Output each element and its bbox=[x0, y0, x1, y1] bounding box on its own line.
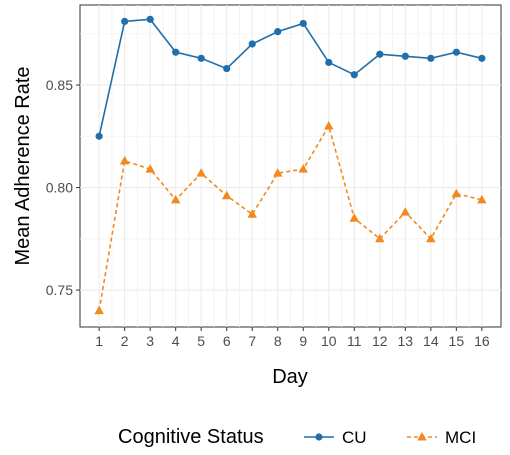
data-point-mci bbox=[221, 190, 232, 200]
x-tick-label: 13 bbox=[398, 333, 414, 349]
data-point-cu bbox=[325, 58, 333, 67]
data-point-cu bbox=[478, 54, 486, 62]
series-mci bbox=[94, 121, 487, 315]
data-point-mci bbox=[298, 164, 309, 173]
legend-title: Cognitive Status bbox=[118, 426, 264, 448]
legend-item-cu: CU bbox=[304, 428, 367, 447]
data-point-mci bbox=[247, 209, 257, 218]
series-layer bbox=[94, 15, 487, 315]
x-tick-label: 16 bbox=[474, 333, 490, 349]
x-axis: 1 2 3 4 5 6 7 8 9 10 11 12 13 14 15 16 bbox=[95, 327, 490, 349]
x-tick-label: 11 bbox=[347, 333, 362, 349]
y-axis: 0.75 0.80 0.85 bbox=[46, 77, 80, 298]
x-tick-label: 7 bbox=[248, 333, 256, 349]
x-tick-label: 8 bbox=[274, 333, 282, 349]
x-tick-label: 10 bbox=[321, 333, 337, 349]
data-point-cu bbox=[274, 28, 282, 36]
data-point-mci bbox=[324, 121, 334, 130]
x-tick-label: 14 bbox=[423, 333, 439, 349]
x-tick-label: 1 bbox=[95, 333, 103, 349]
data-point-mci bbox=[400, 207, 411, 216]
data-point-mci bbox=[119, 155, 130, 165]
x-tick-label: 3 bbox=[146, 333, 154, 349]
x-tick-label: 5 bbox=[197, 333, 205, 349]
data-point-mci bbox=[196, 168, 206, 177]
minor-gridlines bbox=[80, 5, 501, 327]
data-point-mci bbox=[451, 188, 462, 198]
data-point-cu bbox=[172, 48, 180, 56]
data-point-mci bbox=[426, 233, 436, 243]
data-point-cu bbox=[376, 50, 384, 58]
data-point-mci bbox=[94, 305, 104, 315]
legend: Cognitive Status CU MCI bbox=[118, 426, 476, 448]
data-point-cu bbox=[401, 52, 409, 60]
legend-key-marker bbox=[417, 432, 427, 441]
series-line-mci bbox=[98, 123, 483, 311]
data-point-cu bbox=[121, 17, 129, 26]
legend-label-mci: MCI bbox=[445, 428, 476, 447]
data-point-mci bbox=[145, 164, 155, 173]
legend-label-cu: CU bbox=[342, 428, 367, 447]
x-tick-label: 4 bbox=[172, 333, 180, 349]
data-point-cu bbox=[223, 64, 231, 73]
y-tick-label: 0.75 bbox=[46, 282, 73, 298]
data-point-cu bbox=[350, 71, 358, 79]
major-gridlines bbox=[80, 5, 501, 327]
data-point-cu bbox=[427, 54, 435, 62]
x-axis-title: Day bbox=[272, 366, 308, 388]
data-point-mci bbox=[272, 168, 283, 177]
x-tick-label: 15 bbox=[449, 333, 465, 349]
data-point-mci bbox=[375, 233, 385, 243]
y-axis-title: Mean Adherence Rate bbox=[12, 66, 34, 265]
data-point-cu bbox=[197, 54, 205, 62]
data-point-mci bbox=[170, 194, 181, 204]
data-point-cu bbox=[95, 132, 103, 140]
y-tick-label: 0.85 bbox=[46, 77, 73, 93]
y-tick-label: 0.80 bbox=[46, 180, 73, 196]
x-tick-label: 9 bbox=[299, 333, 307, 349]
x-tick-label: 12 bbox=[372, 333, 388, 349]
data-point-mci bbox=[477, 194, 487, 204]
data-point-cu bbox=[452, 48, 460, 56]
legend-key-marker bbox=[315, 433, 323, 441]
data-point-cu bbox=[299, 19, 307, 28]
x-tick-label: 6 bbox=[223, 333, 231, 349]
series-cu bbox=[95, 15, 486, 140]
series-line-cu bbox=[98, 18, 483, 137]
legend-item-mci: MCI bbox=[407, 428, 476, 447]
data-point-mci bbox=[349, 213, 360, 222]
data-point-cu bbox=[248, 40, 256, 48]
data-point-cu bbox=[146, 15, 154, 23]
x-tick-label: 2 bbox=[121, 333, 129, 349]
